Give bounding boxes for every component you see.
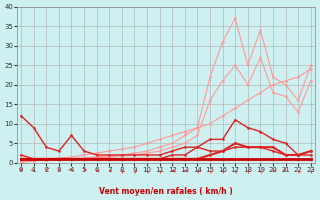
X-axis label: Vent moyen/en rafales ( km/h ): Vent moyen/en rafales ( km/h ) [99, 187, 233, 196]
